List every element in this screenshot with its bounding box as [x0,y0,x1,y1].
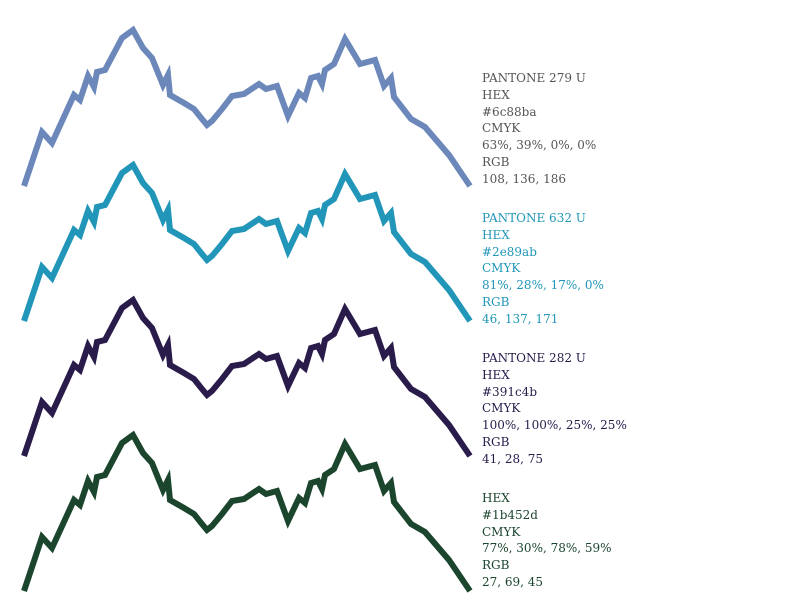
swatch-rgb-label: RGB [482,154,510,169]
swatch-rgb-label: RGB [482,558,510,573]
swatch-rgb-label: RGB [482,294,510,309]
swatch-dark-green: HEX #1b452d CMYK 77%, 30%, 78%, 59% RGB … [482,490,612,591]
swatch-hex-value: #391c4b [482,384,537,399]
swatch-cmyk-label: CMYK [482,261,521,276]
swatch-hex-value: #2e89ab [482,244,537,259]
swatch-cmyk-label: CMYK [482,121,521,136]
swatch-hex-value: #6c88ba [482,104,537,119]
mountain-line-3 [21,430,473,593]
swatch-cmyk-value: 63%, 39%, 0%, 0% [482,138,597,153]
swatch-hex-value: #1b452d [482,507,538,522]
swatch-cmyk-value: 77%, 30%, 78%, 59% [482,541,612,556]
swatch-pantone-name: PANTONE 279 U [482,71,586,85]
swatch-pantone-279: PANTONE 279 U HEX #6c88ba CMYK 63%, 39%,… [482,70,596,188]
swatch-rgb-value: 41, 28, 75 [482,451,544,466]
swatch-rgb-value: 27, 69, 45 [482,574,544,589]
swatch-cmyk-label: CMYK [482,524,521,539]
mountain-line-1 [21,160,473,323]
swatch-rgb-label: RGB [482,434,510,449]
swatch-hex-label: HEX [482,87,510,102]
mountain-line-0 [21,25,473,188]
swatch-cmyk-value: 81%, 28%, 17%, 0% [482,278,604,293]
swatch-hex-label: HEX [482,491,510,505]
swatch-pantone-name: PANTONE 632 U [482,211,586,225]
swatch-pantone-name: PANTONE 282 U [482,351,586,365]
swatch-cmyk-label: CMYK [482,401,521,416]
mountain-line-2 [21,295,473,458]
swatch-pantone-632: PANTONE 632 U HEX #2e89ab CMYK 81%, 28%,… [482,210,604,328]
swatch-hex-label: HEX [482,227,510,242]
swatch-rgb-value: 108, 136, 186 [482,171,566,186]
swatch-hex-label: HEX [482,367,510,382]
swatch-pantone-282: PANTONE 282 U HEX #391c4b CMYK 100%, 100… [482,350,627,468]
swatch-cmyk-value: 100%, 100%, 25%, 25% [482,418,627,433]
swatch-rgb-value: 46, 137, 171 [482,311,559,326]
